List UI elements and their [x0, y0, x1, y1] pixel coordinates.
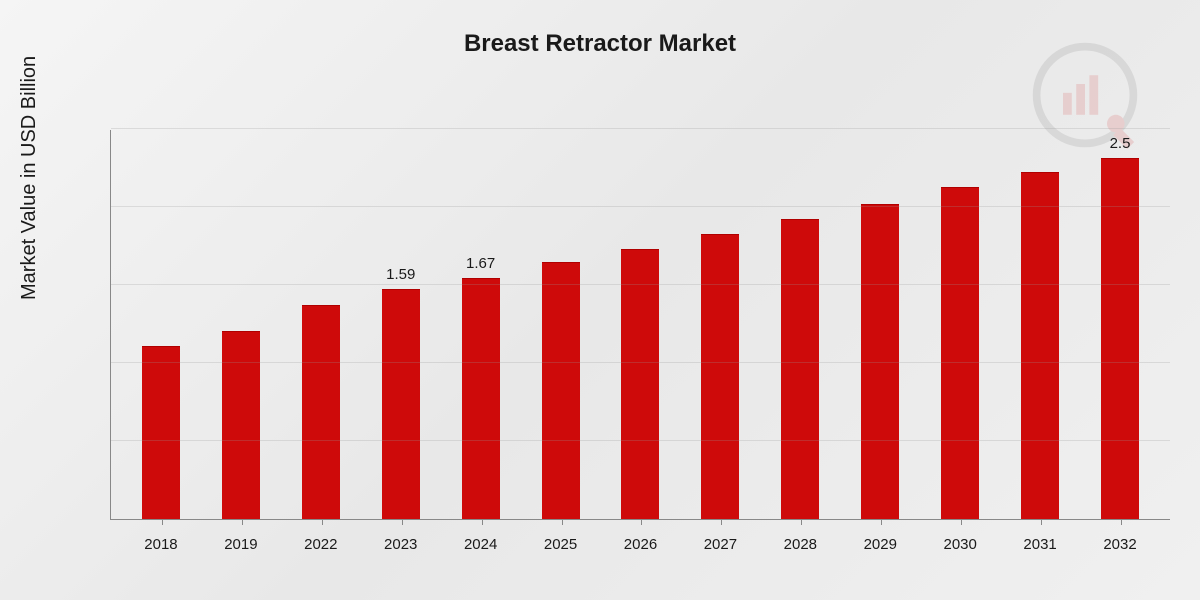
plot-area: 1.591.672.5 2018201920222023202420252026…	[110, 130, 1170, 520]
bar	[941, 187, 979, 519]
bar	[701, 234, 739, 519]
x-axis-label: 2029	[845, 536, 915, 553]
bar-group	[925, 187, 995, 519]
x-tick	[961, 519, 962, 525]
x-axis-label: 2025	[526, 536, 596, 553]
x-axis-label: 2030	[925, 536, 995, 553]
bar	[621, 249, 659, 519]
x-tick	[242, 519, 243, 525]
bar-group	[126, 346, 196, 519]
x-axis-label: 2028	[765, 536, 835, 553]
bar	[142, 346, 180, 519]
x-tick	[322, 519, 323, 525]
bar-value-label: 1.59	[386, 266, 415, 283]
x-tick	[402, 519, 403, 525]
bar	[1021, 172, 1059, 519]
bars-group: 1.591.672.5	[111, 130, 1170, 519]
chart-title: Breast Retractor Market	[0, 30, 1200, 58]
bar	[781, 219, 819, 519]
bar-value-label: 1.67	[466, 255, 495, 272]
x-axis-label: 2022	[286, 536, 356, 553]
bar-group	[1005, 172, 1075, 519]
x-tick	[1041, 519, 1042, 525]
gridline	[111, 440, 1170, 441]
x-axis-label: 2027	[685, 536, 755, 553]
x-tick	[721, 519, 722, 525]
bar	[1101, 158, 1139, 519]
x-axis-label: 2019	[206, 536, 276, 553]
bar-group	[685, 234, 755, 519]
bar-value-label: 2.5	[1110, 135, 1131, 152]
bar-group	[206, 331, 276, 519]
y-axis-label: Market Value in USD Billion	[18, 56, 41, 300]
x-tick	[162, 519, 163, 525]
x-axis-label: 2031	[1005, 536, 1075, 553]
x-axis-label: 2018	[126, 536, 196, 553]
bar-group: 1.67	[446, 278, 516, 519]
x-labels-group: 2018 2019 2022 2023 2024 2025 2026 2027 2028 2029…	[111, 536, 1170, 553]
bar	[302, 305, 340, 519]
gridline	[111, 284, 1170, 285]
x-axis-label: 2024	[446, 536, 516, 553]
x-tick	[562, 519, 563, 525]
x-tick	[801, 519, 802, 525]
bar-group: 1.59	[366, 289, 436, 519]
gridline	[111, 128, 1170, 129]
x-axis-label: 2023	[366, 536, 436, 553]
bar	[462, 278, 500, 519]
x-axis-label: 2026	[605, 536, 675, 553]
x-axis-label: 2032	[1085, 536, 1155, 553]
bar-group	[605, 249, 675, 519]
gridline	[111, 362, 1170, 363]
bar-group: 2.5	[1085, 158, 1155, 519]
x-tick	[482, 519, 483, 525]
bar-group	[765, 219, 835, 519]
gridline	[111, 206, 1170, 207]
bar	[222, 331, 260, 519]
chart-container: 1.591.672.5 2018201920222023202420252026…	[110, 130, 1170, 520]
bar	[382, 289, 420, 519]
x-tick	[1121, 519, 1122, 525]
bar	[542, 262, 580, 519]
bar-group	[526, 262, 596, 519]
x-tick	[641, 519, 642, 525]
bar-group	[286, 305, 356, 519]
x-tick	[881, 519, 882, 525]
